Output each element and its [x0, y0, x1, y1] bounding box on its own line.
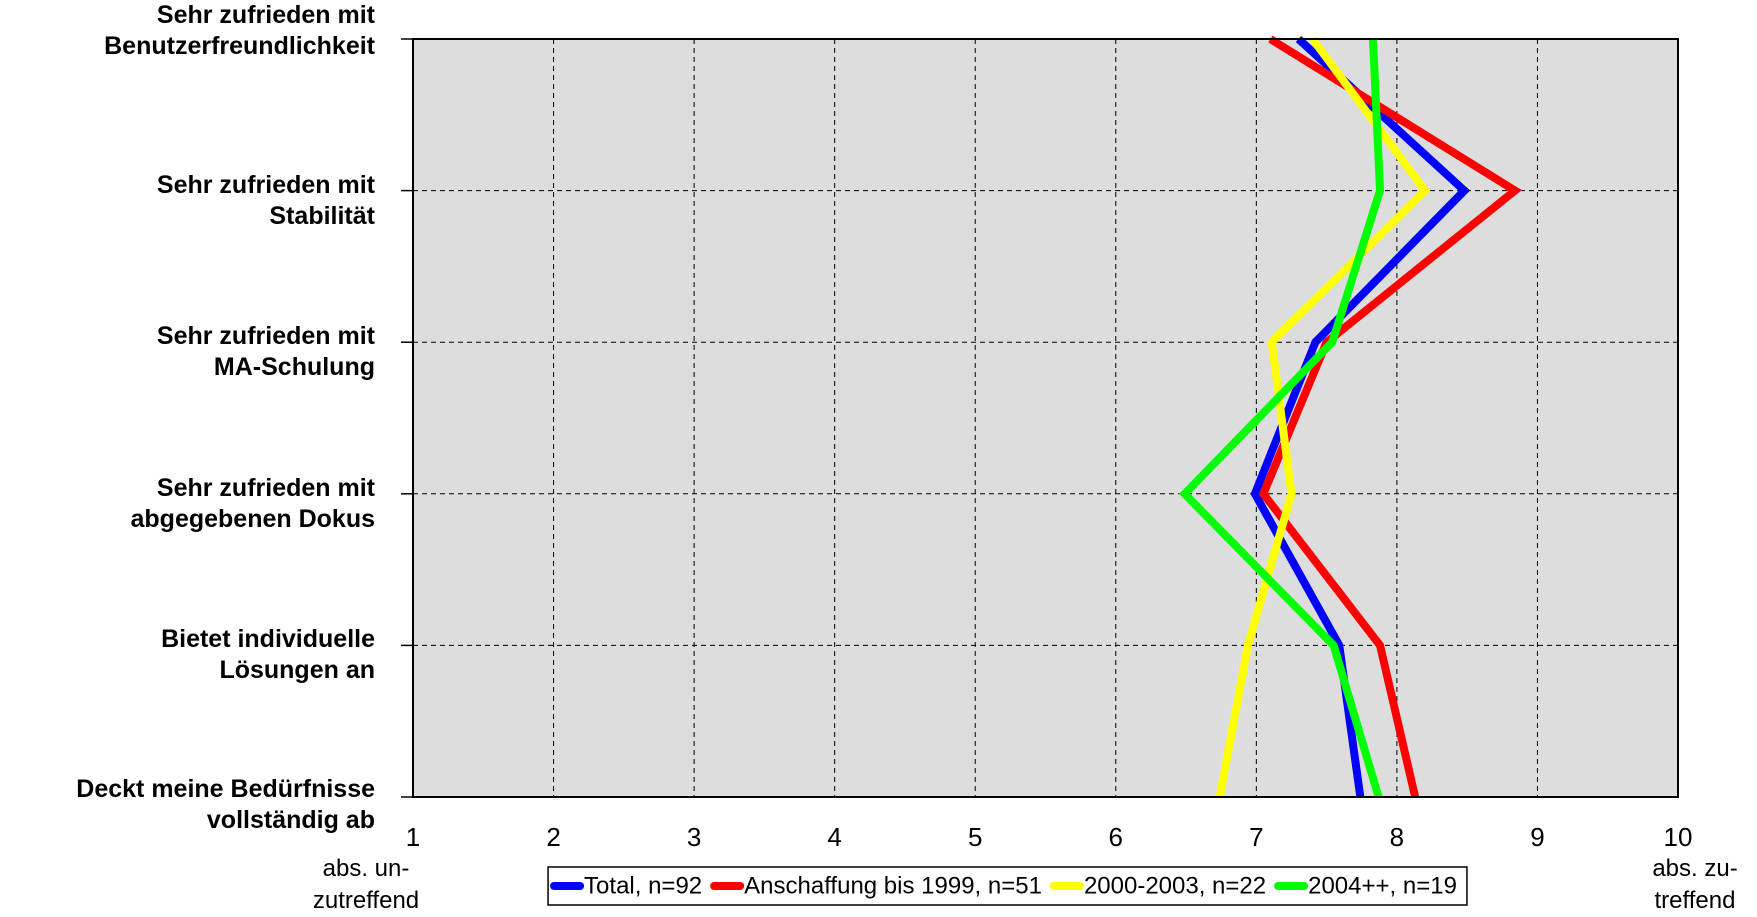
- plot-border: [412, 38, 1679, 798]
- legend-label: Total, n=92: [584, 872, 702, 899]
- legend-label: 2000-2003, n=22: [1084, 872, 1266, 899]
- series-line: [1215, 36, 1431, 798]
- x-tick-label: 8: [1390, 822, 1404, 852]
- y-category-label: Sehr zufrieden mit MA-Schulung: [156, 322, 375, 382]
- x-tick-label: 4: [827, 822, 841, 852]
- x-tick-label: 7: [1249, 822, 1263, 852]
- y-category-label: Sehr zufrieden mit Stabilität: [156, 170, 375, 230]
- x-tick-label: 1: [406, 822, 420, 852]
- axis-annotation: abs. zu- treffend: [1652, 855, 1738, 914]
- legend: Total, n=92 Anschaffung bis 1999, n=51 200…: [547, 866, 1468, 906]
- y-category-label: Bietet individuelle Lösungen an: [161, 625, 375, 685]
- axis-annotation: abs. un- zutreffend: [312, 855, 420, 914]
- legend-label: Anschaffung bis 1999, n=51: [744, 872, 1042, 899]
- legend-label: 2004++, n=19: [1308, 872, 1457, 899]
- x-tick-label: 6: [1109, 822, 1123, 852]
- y-category-label: Sehr zufrieden mit Benutzerfreundlichkei…: [104, 1, 375, 60]
- x-tick-label: 5: [968, 822, 982, 852]
- series-line: [1179, 38, 1385, 799]
- x-tick-label: 2: [546, 822, 560, 852]
- y-category-label: Sehr zufrieden mit abgegebenen Dokus: [130, 473, 376, 533]
- x-tick-label: 10: [1664, 822, 1693, 852]
- plot-area: [413, 39, 1678, 797]
- series-line: [1258, 35, 1522, 798]
- legend-box: [547, 866, 1468, 906]
- y-category-label: Deckt meine Bedürfnisse vollständig ab: [76, 775, 375, 834]
- x-tick-label: 3: [687, 822, 701, 852]
- x-tick-label: 9: [1530, 822, 1544, 852]
